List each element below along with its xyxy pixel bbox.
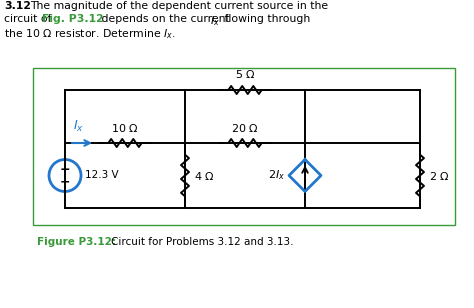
Text: 20 $\Omega$: 20 $\Omega$ (231, 122, 259, 134)
Text: 4 $\Omega$: 4 $\Omega$ (194, 169, 215, 181)
Text: The magnitude of the dependent current source in the: The magnitude of the dependent current s… (30, 1, 328, 11)
Text: $2I_x$: $2I_x$ (268, 168, 285, 182)
Text: the 10 $\Omega$ resistor. Determine $I_x$.: the 10 $\Omega$ resistor. Determine $I_x… (4, 27, 175, 41)
Text: 12.3 V: 12.3 V (85, 171, 118, 180)
Text: depends on the current: depends on the current (98, 14, 233, 24)
Text: 3.12: 3.12 (4, 1, 31, 11)
Text: Fig. P3.12: Fig. P3.12 (42, 14, 104, 24)
Text: 2 $\Omega$: 2 $\Omega$ (429, 169, 450, 181)
Text: +: + (60, 163, 70, 176)
Text: circuit of: circuit of (4, 14, 55, 24)
Text: Circuit for Problems 3.12 and 3.13.: Circuit for Problems 3.12 and 3.13. (111, 237, 293, 247)
Text: Figure P3.12:: Figure P3.12: (37, 237, 116, 247)
Text: flowing through: flowing through (221, 14, 310, 24)
Text: 5 $\Omega$: 5 $\Omega$ (235, 68, 255, 80)
Text: $I_x$: $I_x$ (210, 14, 220, 28)
Text: −: − (60, 175, 70, 188)
Text: $I_x$: $I_x$ (73, 119, 84, 134)
Text: 10 $\Omega$: 10 $\Omega$ (111, 122, 139, 134)
Bar (33, 68, 455, 225)
